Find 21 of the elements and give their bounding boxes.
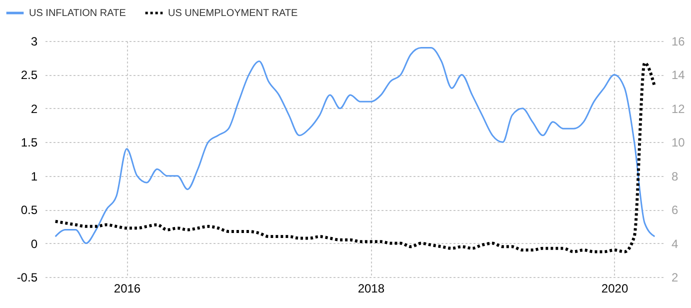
y-tick-label: 0: [30, 236, 38, 251]
y-tick-label: 1.5: [20, 136, 38, 150]
y-tick-label: 2: [30, 102, 38, 116]
y-tick-label: 1: [30, 169, 38, 184]
y2-tick-label: 8: [672, 169, 678, 184]
y-tick-label: 3: [30, 34, 38, 48]
y2-tick-label: 6: [672, 203, 678, 218]
y-tick-label: 0.5: [20, 203, 38, 218]
x-tick-label: 2016: [114, 282, 141, 296]
legend-label: US INFLATION RATE: [29, 8, 126, 19]
x-tick-label: 2018: [358, 282, 385, 296]
y2-tick-label: 2: [672, 270, 678, 284]
y2-tick-label: 16: [672, 34, 686, 48]
x-tick-label: 2020: [601, 282, 628, 296]
y2-tick-label: 14: [672, 68, 686, 82]
y2-tick-label: 12: [672, 102, 686, 116]
y2-tick-label: 10: [672, 136, 686, 150]
y-tick-label: 2.5: [20, 68, 38, 82]
y-tick-label: -0.5: [16, 270, 38, 284]
legend-label: US UNEMPLOYMENT RATE: [168, 8, 298, 19]
y2-tick-label: 4: [672, 236, 678, 251]
